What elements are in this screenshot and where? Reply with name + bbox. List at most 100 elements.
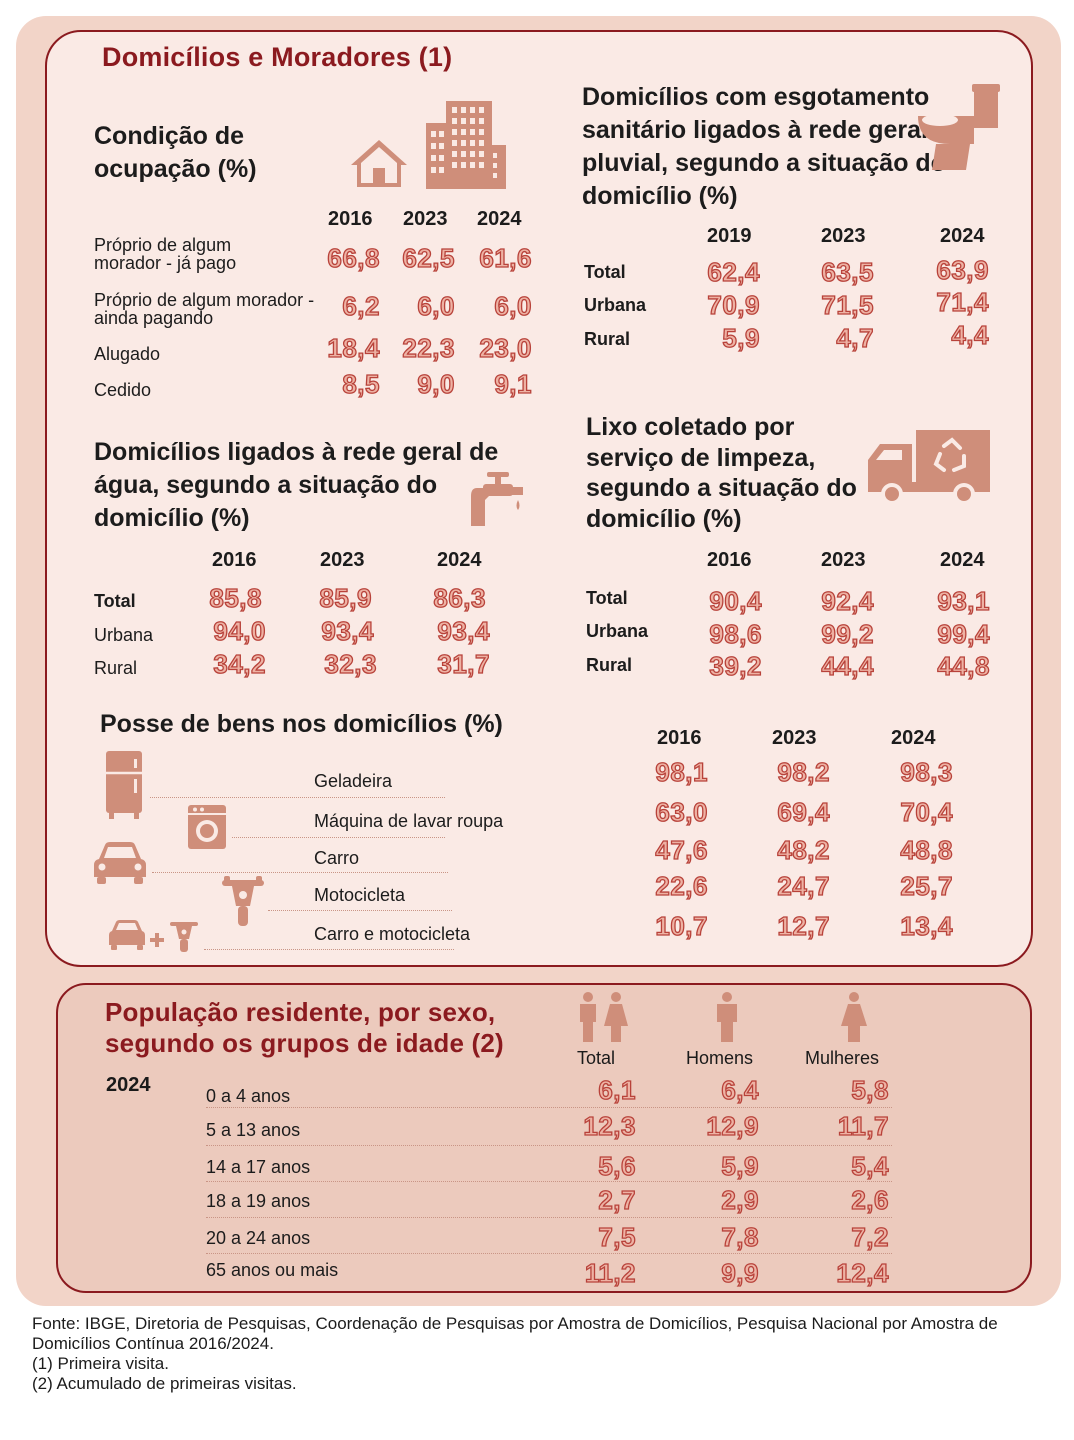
bens-year: 2023 bbox=[772, 727, 817, 749]
bens-value: 98,2 bbox=[777, 756, 830, 787]
buildings-icon bbox=[426, 101, 506, 189]
ocupacao-value: 9,0 bbox=[417, 368, 455, 399]
lixo-row-label: Urbana bbox=[586, 621, 649, 641]
populacao-row-label: 5 a 13 anos bbox=[206, 1120, 301, 1140]
house-icon bbox=[351, 140, 407, 187]
esgoto-value: 71,5 bbox=[821, 289, 874, 320]
lixo-row-label: Total bbox=[586, 588, 628, 608]
man-and-woman-icon bbox=[580, 992, 628, 1042]
ocupacao-year: 2024 bbox=[477, 208, 522, 230]
lixo-value: 93,1 bbox=[937, 585, 990, 616]
populacao-row-label: 0 a 4 anos bbox=[206, 1086, 291, 1106]
ocupacao-value: 62,5 bbox=[402, 242, 455, 273]
agua-value: 31,7 bbox=[437, 648, 490, 679]
ocupacao-row-label: Cedido bbox=[94, 380, 152, 400]
populacao-value: 7,2 bbox=[851, 1221, 889, 1252]
leader-line bbox=[268, 910, 452, 911]
populacao-value: 5,6 bbox=[598, 1150, 636, 1181]
populacao-row-label: 65 anos ou mais bbox=[206, 1260, 339, 1280]
populacao-column-header: Total bbox=[577, 1048, 616, 1068]
agua-value: 94,0 bbox=[213, 615, 266, 646]
faucet-icon bbox=[471, 472, 523, 526]
bens-value: 48,8 bbox=[900, 834, 953, 865]
agua-value: 93,4 bbox=[321, 615, 374, 646]
esgoto-value: 63,9 bbox=[936, 254, 989, 285]
populacao-value: 11,2 bbox=[584, 1257, 636, 1288]
bens-value: 22,6 bbox=[655, 870, 708, 901]
ocupacao-value: 9,1 bbox=[494, 368, 532, 399]
refrigerator-icon bbox=[106, 751, 142, 819]
agua-value: 32,3 bbox=[324, 648, 377, 679]
leader-line bbox=[232, 837, 445, 838]
esgoto-value: 70,9 bbox=[707, 289, 760, 320]
leader-line bbox=[152, 872, 448, 873]
populacao-value: 6,1 bbox=[598, 1074, 636, 1105]
populacao-value: 5,4 bbox=[851, 1150, 889, 1181]
bens-value: 69,4 bbox=[777, 796, 830, 827]
bens-value: 98,3 bbox=[900, 756, 953, 787]
ocupacao-year: 2016 bbox=[328, 208, 373, 230]
populacao-column-header: Homens bbox=[686, 1048, 754, 1068]
bens-value: 12,7 bbox=[777, 910, 830, 941]
populacao-value: 7,5 bbox=[598, 1221, 636, 1252]
bens-value: 24,7 bbox=[777, 870, 830, 901]
lixo-title: Lixo coletado por serviço de limpeza, se… bbox=[586, 413, 857, 533]
bens-year: 2016 bbox=[657, 727, 702, 749]
ocupacao-value: 8,5 bbox=[342, 368, 380, 399]
population-card bbox=[56, 983, 1032, 1293]
populacao-value: 12,4 bbox=[836, 1257, 889, 1288]
motorcycle-icon bbox=[222, 876, 264, 926]
populacao-column-header: Mulheres bbox=[805, 1048, 880, 1068]
populacao-row-label: 14 a 17 anos bbox=[206, 1157, 311, 1177]
bens-value: 10,7 bbox=[655, 910, 708, 941]
agua-year: 2023 bbox=[320, 549, 365, 571]
page-title: Domicílios e Moradores (1) bbox=[102, 42, 453, 72]
populacao-row-label: 20 a 24 anos bbox=[206, 1228, 311, 1248]
agua-row-label: Rural bbox=[94, 658, 138, 678]
ocupacao-year: 2023 bbox=[403, 208, 448, 230]
bens-year: 2024 bbox=[891, 727, 936, 749]
esgoto-row-label: Urbana bbox=[584, 295, 647, 315]
bens-value: 63,0 bbox=[655, 796, 708, 827]
populacao-year: 2024 bbox=[106, 1074, 151, 1096]
footnote: (1) Primeira visita. bbox=[32, 1354, 169, 1373]
populacao-row-label: 18 a 19 anos bbox=[206, 1191, 311, 1211]
esgoto-row-label: Rural bbox=[584, 329, 631, 349]
esgoto-value: 5,9 bbox=[722, 322, 760, 353]
esgoto-year: 2019 bbox=[707, 225, 752, 247]
agua-value: 85,8 bbox=[209, 582, 262, 613]
esgoto-value: 63,5 bbox=[821, 256, 874, 287]
populacao-value: 12,3 bbox=[583, 1110, 636, 1141]
populacao-value: 12,9 bbox=[706, 1110, 759, 1141]
lixo-year: 2024 bbox=[940, 549, 985, 571]
lixo-row-label: Rural bbox=[586, 655, 633, 675]
source-footer: Fonte: IBGE, Diretoria de Pesquisas, Coo… bbox=[32, 1314, 1042, 1394]
leader-line bbox=[204, 949, 454, 950]
esgoto-row-label: Total bbox=[584, 262, 626, 282]
garbage-truck-icon bbox=[868, 430, 990, 505]
ocupacao-value: 61,6 bbox=[479, 242, 532, 273]
footnote: (2) Acumulado de primeiras visitas. bbox=[32, 1374, 297, 1393]
lixo-value: 39,2 bbox=[709, 650, 762, 681]
ocupacao-row-label: Alugado bbox=[94, 344, 161, 364]
esgoto-value: 4,4 bbox=[951, 319, 989, 350]
leader-line bbox=[206, 1181, 892, 1182]
ocupacao-value: 66,8 bbox=[327, 242, 380, 273]
lixo-value: 90,4 bbox=[709, 585, 762, 616]
agua-value: 93,4 bbox=[437, 615, 490, 646]
agua-year: 2016 bbox=[212, 549, 257, 571]
populacao-value: 7,8 bbox=[721, 1221, 759, 1252]
lixo-value: 99,4 bbox=[937, 618, 990, 649]
ocupacao-value: 22,3 bbox=[402, 332, 455, 363]
populacao-value: 2,9 bbox=[721, 1184, 759, 1215]
agua-title: Domicílios ligados à rede geral de água,… bbox=[94, 438, 499, 532]
bens-value: 25,7 bbox=[900, 870, 953, 901]
leader-line bbox=[206, 1107, 892, 1108]
leader-line bbox=[206, 1253, 892, 1254]
lixo-value: 99,2 bbox=[821, 618, 874, 649]
populacao-value: 5,9 bbox=[721, 1150, 759, 1181]
bens-value: 47,6 bbox=[655, 834, 708, 865]
bens-value: 48,2 bbox=[777, 834, 830, 865]
esgoto-title: Domicílios com esgotamento sanitário lig… bbox=[582, 83, 966, 210]
agua-value: 85,9 bbox=[319, 582, 372, 613]
